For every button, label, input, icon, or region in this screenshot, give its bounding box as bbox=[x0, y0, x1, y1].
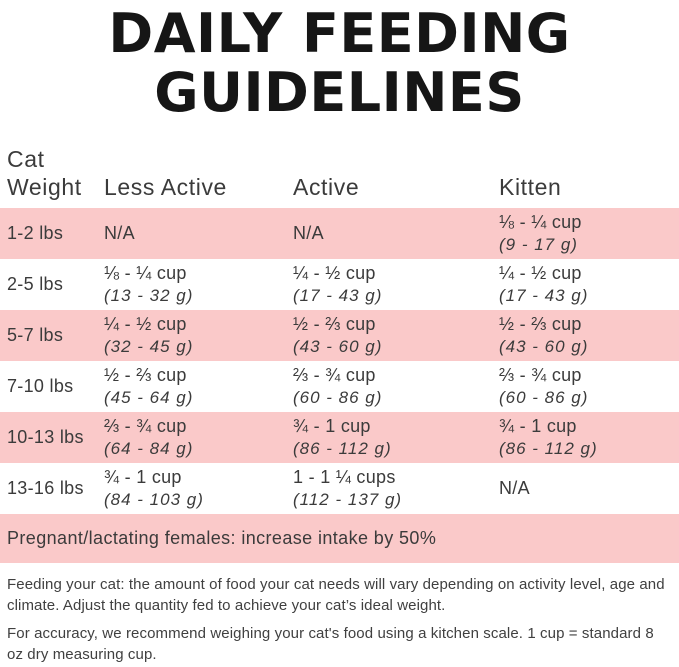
accuracy-note: For accuracy, we recommend weighing your… bbox=[7, 625, 654, 663]
table-row-7-10-lbs: 7-10 lbs ½ - ⅔ cup (45 - 64 g) ⅔ - ¾ cup… bbox=[0, 361, 679, 412]
table-header-row: Cat Weight Less Active Active Kitten bbox=[0, 145, 679, 208]
cup-range: N/A bbox=[499, 478, 530, 498]
cell-active: ⅔ - ¾ cup (60 - 86 g) bbox=[293, 364, 499, 409]
gram-range: (112 - 137 g) bbox=[293, 490, 403, 509]
header-kitten: Kitten bbox=[499, 174, 562, 200]
title-line-1: DAILY FEEDING bbox=[108, 2, 571, 65]
cell-kitten: ¼ - ½ cup (17 - 43 g) bbox=[499, 262, 679, 307]
cell-kitten: ⅔ - ¾ cup (60 - 86 g) bbox=[499, 364, 679, 409]
gram-range: (64 - 84 g) bbox=[104, 439, 194, 458]
cell-less-active: ½ - ⅔ cup (45 - 64 g) bbox=[104, 364, 293, 409]
table-row-1-2-lbs: 1-2 lbs N/A N/A ⅛ - ¼ cup (9 - 17 g) bbox=[0, 208, 679, 259]
cup-range: ¼ - ½ cup bbox=[104, 314, 187, 334]
cup-range: 1 - 1 ¼ cups bbox=[293, 467, 396, 487]
cup-range: ¾ - 1 cup bbox=[293, 416, 371, 436]
cell-active: ¼ - ½ cup (17 - 43 g) bbox=[293, 262, 499, 307]
cup-range: ¾ - 1 cup bbox=[499, 416, 577, 436]
gram-range: (9 - 17 g) bbox=[499, 235, 578, 254]
gram-range: (86 - 112 g) bbox=[499, 439, 598, 458]
table-row-13-16-lbs: 13-16 lbs ¾ - 1 cup (84 - 103 g) 1 - 1 ¼… bbox=[0, 463, 679, 514]
cup-range: ½ - ⅔ cup bbox=[499, 314, 582, 334]
header-cat-weight-line-2: Weight bbox=[7, 174, 82, 200]
gram-range: (43 - 60 g) bbox=[499, 337, 589, 356]
cup-range: ⅔ - ¾ cup bbox=[293, 365, 376, 385]
cell-less-active: ¾ - 1 cup (84 - 103 g) bbox=[104, 466, 293, 511]
cup-range: ½ - ⅔ cup bbox=[104, 365, 187, 385]
cup-range: ⅔ - ¾ cup bbox=[104, 416, 187, 436]
cell-less-active: ⅛ - ¼ cup (13 - 32 g) bbox=[104, 262, 293, 307]
cell-kitten: ⅛ - ¼ cup (9 - 17 g) bbox=[499, 211, 679, 256]
cup-range: N/A bbox=[104, 223, 135, 243]
feeding-note: Feeding your cat: the amount of food you… bbox=[7, 576, 665, 614]
cell-active: ½ - ⅔ cup (43 - 60 g) bbox=[293, 313, 499, 358]
cell-active: N/A bbox=[293, 222, 499, 245]
gram-range: (60 - 86 g) bbox=[293, 388, 383, 407]
pregnant-lactating-banner: Pregnant/lactating females: increase int… bbox=[0, 514, 679, 563]
gram-range: (13 - 32 g) bbox=[104, 286, 194, 305]
gram-range: (17 - 43 g) bbox=[499, 286, 589, 305]
pregnant-lactating-banner-text: Pregnant/lactating females: increase int… bbox=[7, 528, 437, 548]
cell-less-active: ¼ - ½ cup (32 - 45 g) bbox=[104, 313, 293, 358]
cup-range: ¼ - ½ cup bbox=[293, 263, 376, 283]
page-title: DAILY FEEDING GUIDELINES bbox=[0, 0, 679, 122]
cup-range: N/A bbox=[293, 223, 324, 243]
gram-range: (32 - 45 g) bbox=[104, 337, 194, 356]
feeding-table: Cat Weight Less Active Active Kitten 1-2… bbox=[0, 145, 679, 514]
table-row-5-7-lbs: 5-7 lbs ¼ - ½ cup (32 - 45 g) ½ - ⅔ cup … bbox=[0, 310, 679, 361]
header-active: Active bbox=[293, 174, 360, 200]
title-line-2: GUIDELINES bbox=[154, 61, 525, 124]
weight-label: 5-7 lbs bbox=[7, 325, 64, 345]
header-less-active: Less Active bbox=[104, 174, 227, 200]
weight-label: 7-10 lbs bbox=[7, 376, 74, 396]
gram-range: (45 - 64 g) bbox=[104, 388, 194, 407]
cup-range: ⅔ - ¾ cup bbox=[499, 365, 582, 385]
footnotes: Feeding your cat: the amount of food you… bbox=[0, 563, 679, 665]
weight-label: 1-2 lbs bbox=[7, 223, 64, 243]
cup-range: ½ - ⅔ cup bbox=[293, 314, 376, 334]
cup-range: ⅛ - ¼ cup bbox=[499, 212, 582, 232]
table-row-10-13-lbs: 10-13 lbs ⅔ - ¾ cup (64 - 84 g) ¾ - 1 cu… bbox=[0, 412, 679, 463]
table-row-2-5-lbs: 2-5 lbs ⅛ - ¼ cup (13 - 32 g) ¼ - ½ cup … bbox=[0, 259, 679, 310]
cup-range: ⅛ - ¼ cup bbox=[104, 263, 187, 283]
cell-active: 1 - 1 ¼ cups (112 - 137 g) bbox=[293, 466, 499, 511]
gram-range: (43 - 60 g) bbox=[293, 337, 383, 356]
cup-range: ¼ - ½ cup bbox=[499, 263, 582, 283]
cell-less-active: ⅔ - ¾ cup (64 - 84 g) bbox=[104, 415, 293, 460]
weight-label: 10-13 lbs bbox=[7, 427, 84, 447]
cell-active: ¾ - 1 cup (86 - 112 g) bbox=[293, 415, 499, 460]
cell-less-active: N/A bbox=[104, 222, 293, 245]
header-cat-weight-line-1: Cat bbox=[7, 146, 45, 172]
cell-kitten: ¾ - 1 cup (86 - 112 g) bbox=[499, 415, 679, 460]
cup-range: ¾ - 1 cup bbox=[104, 467, 182, 487]
gram-range: (60 - 86 g) bbox=[499, 388, 589, 407]
weight-label: 13-16 lbs bbox=[7, 478, 84, 498]
cell-kitten: N/A bbox=[499, 477, 679, 500]
cell-kitten: ½ - ⅔ cup (43 - 60 g) bbox=[499, 313, 679, 358]
gram-range: (84 - 103 g) bbox=[104, 490, 204, 509]
weight-label: 2-5 lbs bbox=[7, 274, 64, 294]
header-cat-weight: Cat Weight bbox=[7, 145, 104, 201]
gram-range: (86 - 112 g) bbox=[293, 439, 392, 458]
gram-range: (17 - 43 g) bbox=[293, 286, 383, 305]
